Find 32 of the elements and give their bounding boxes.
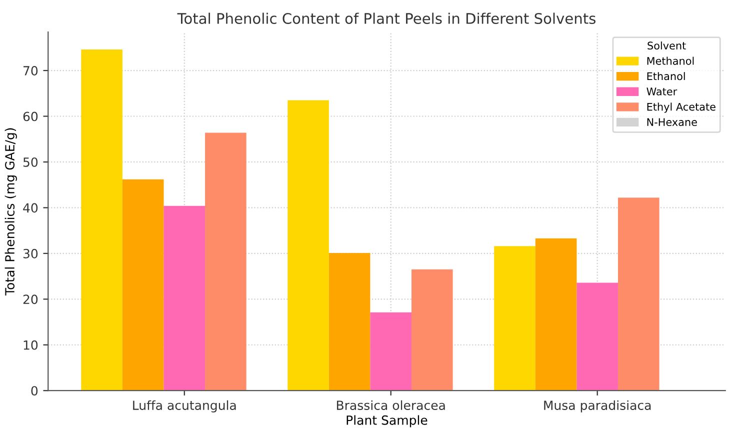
- y-tick-label: 40: [23, 203, 38, 213]
- legend-label: N-Hexane: [647, 118, 697, 126]
- y-tick-label: 10: [24, 340, 38, 350]
- y-tick-label: 0: [31, 386, 38, 396]
- legend-label: Ethanol: [647, 72, 685, 80]
- bar: [81, 49, 122, 391]
- bar: [576, 282, 618, 391]
- bar: [494, 246, 536, 391]
- x-axis-title: Plant Sample: [346, 415, 428, 428]
- bar: [288, 100, 329, 391]
- chart-title: Total Phenolic Content of Plant Peels in Different Solvents: [177, 12, 596, 24]
- bar: [412, 269, 453, 391]
- bar: [205, 132, 246, 391]
- y-tick-label: 70: [24, 66, 38, 76]
- legend-label: Water: [646, 88, 678, 96]
- bar: [328, 252, 370, 391]
- legend-label: Methanol: [647, 56, 694, 65]
- legend-label: Ethyl Acetate: [647, 102, 716, 113]
- legend-title: Solvent: [648, 41, 686, 50]
- x-tick-label: Musa paradisiaca: [544, 400, 651, 412]
- x-tick-label: Luffa acutangula: [133, 400, 236, 412]
- y-tick-label: 20: [23, 294, 38, 304]
- y-axis-title: Total Phenolics (mg GAE/g): [4, 128, 17, 296]
- y-tick-label: 60: [23, 112, 38, 122]
- bar: [370, 312, 412, 391]
- y-tick-label: 30: [23, 248, 38, 258]
- bar: [164, 206, 206, 391]
- x-tick-label: Brassica oleracea: [336, 400, 445, 410]
- bar: [122, 179, 164, 391]
- bar: [618, 198, 660, 391]
- bar: [535, 238, 577, 391]
- y-tick-label: 50: [23, 157, 38, 167]
